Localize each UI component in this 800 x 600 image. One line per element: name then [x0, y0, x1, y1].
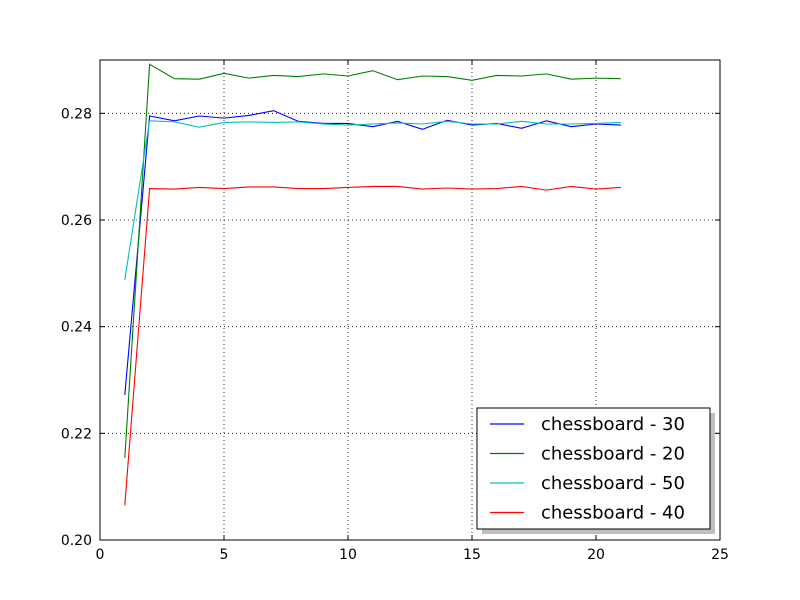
legend-label: chessboard - 40 — [541, 503, 685, 524]
y-tick-label: 0.24 — [61, 320, 92, 336]
x-tick-label: 5 — [220, 547, 229, 563]
x-tick-label: 15 — [463, 547, 481, 563]
x-tick-label: 10 — [339, 547, 357, 563]
legend: chessboard - 30 chessboard - 20 chessboard… — [476, 407, 715, 534]
series-line — [124, 63, 621, 458]
legend-label: chessboard - 50 — [541, 473, 685, 494]
y-tick-label: 0.22 — [61, 426, 92, 442]
y-tick-label: 0.28 — [61, 106, 92, 122]
x-tick-labels: 0 5 10 15 20 25 — [96, 547, 729, 563]
x-tick-label: 20 — [587, 547, 605, 563]
plot-frame — [99, 59, 721, 541]
series-line — [124, 120, 621, 280]
legend-box — [476, 407, 711, 530]
y-tick-labels: 0.20 0.22 0.24 0.26 0.28 — [61, 106, 92, 549]
series-lines — [124, 63, 621, 506]
x-tick-label: 25 — [711, 547, 729, 563]
y-tick-label: 0.26 — [61, 213, 92, 229]
legend-label: chessboard - 30 — [541, 414, 685, 435]
y-tick-label: 0.20 — [61, 533, 92, 549]
x-tick-label: 0 — [96, 547, 105, 563]
series-line — [124, 185, 621, 506]
legend-label: chessboard - 20 — [541, 444, 685, 465]
axis-ticks — [99, 60, 721, 541]
